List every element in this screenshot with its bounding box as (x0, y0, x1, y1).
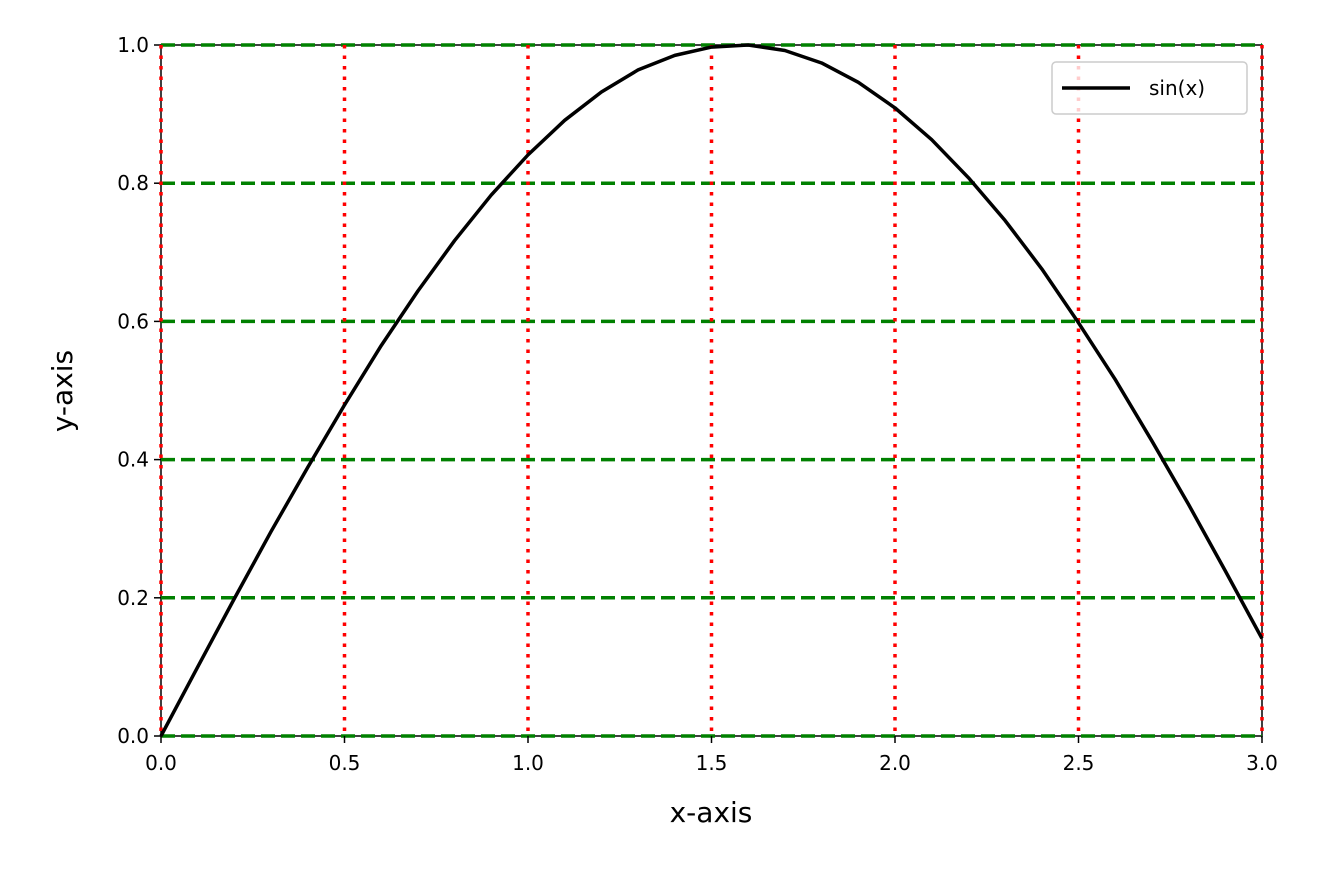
plot-frame (160, 44, 1263, 737)
x-tick-label: 3.0 (1246, 751, 1278, 775)
x-tick-label: 1.0 (512, 751, 544, 775)
y-tick-label: 0.8 (117, 171, 149, 195)
legend-label: sin(x) (1149, 76, 1205, 100)
y-tick-label: 0.4 (117, 448, 149, 472)
x-tick-label: 1.5 (696, 751, 728, 775)
y-tick-label: 1.0 (117, 33, 149, 57)
x-tick-label: 2.5 (1063, 751, 1095, 775)
y-tick-label: 0.2 (117, 586, 149, 610)
y-tick-label: 0.0 (117, 724, 149, 748)
x-tick-label: 0.5 (329, 751, 361, 775)
legend-box (1051, 61, 1248, 115)
line-series (159, 43, 1264, 737)
x-tick-label: 2.0 (879, 751, 911, 775)
x-tick-label: 0.0 (145, 751, 177, 775)
y-tick-label: 0.6 (117, 309, 149, 333)
x-axis-label: x-axis (670, 796, 753, 829)
y-axis-label: y-axis (46, 350, 79, 432)
